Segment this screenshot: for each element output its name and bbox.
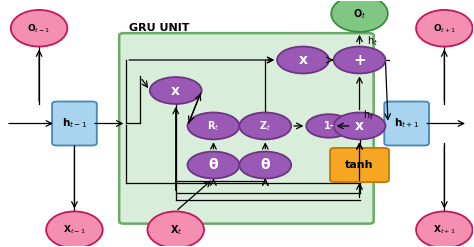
Circle shape — [334, 47, 385, 73]
Ellipse shape — [331, 0, 388, 32]
Circle shape — [188, 113, 239, 139]
Circle shape — [334, 113, 385, 139]
Text: x: x — [355, 119, 364, 133]
Ellipse shape — [416, 10, 473, 47]
Ellipse shape — [46, 211, 103, 247]
Circle shape — [239, 113, 291, 139]
FancyBboxPatch shape — [52, 102, 97, 145]
Text: O$_{t-1}$: O$_{t-1}$ — [27, 22, 51, 35]
Circle shape — [239, 152, 291, 178]
Text: X$_{t-1}$: X$_{t-1}$ — [63, 224, 86, 236]
Text: θ: θ — [260, 158, 270, 172]
Ellipse shape — [416, 211, 473, 247]
Text: O$_t$: O$_t$ — [353, 7, 366, 21]
FancyBboxPatch shape — [119, 33, 374, 224]
Text: O$_{t+1}$: O$_{t+1}$ — [433, 22, 456, 35]
Text: 1-: 1- — [324, 121, 334, 131]
Text: h$_{t-1}$: h$_{t-1}$ — [62, 117, 87, 130]
Text: tanh: tanh — [345, 160, 374, 170]
Text: R$_t$: R$_t$ — [207, 119, 219, 133]
Text: θ: θ — [209, 158, 218, 172]
Ellipse shape — [11, 10, 67, 47]
Circle shape — [277, 47, 329, 73]
Text: X$_t$: X$_t$ — [170, 223, 182, 237]
Circle shape — [306, 114, 352, 138]
Text: +: + — [353, 53, 366, 67]
Circle shape — [150, 77, 201, 104]
Text: x: x — [299, 53, 308, 67]
Text: h$_t$: h$_t$ — [363, 109, 374, 123]
Ellipse shape — [147, 211, 204, 247]
FancyBboxPatch shape — [384, 102, 429, 145]
Text: h$_t$: h$_t$ — [366, 34, 378, 48]
Circle shape — [188, 152, 239, 178]
Text: h$_{t+1}$: h$_{t+1}$ — [394, 117, 419, 130]
Text: X$_{t+1}$: X$_{t+1}$ — [433, 224, 456, 236]
Text: Z$_t$: Z$_t$ — [259, 119, 271, 133]
Text: GRU UNIT: GRU UNIT — [128, 23, 189, 33]
FancyBboxPatch shape — [330, 148, 389, 182]
Text: x: x — [171, 83, 180, 98]
